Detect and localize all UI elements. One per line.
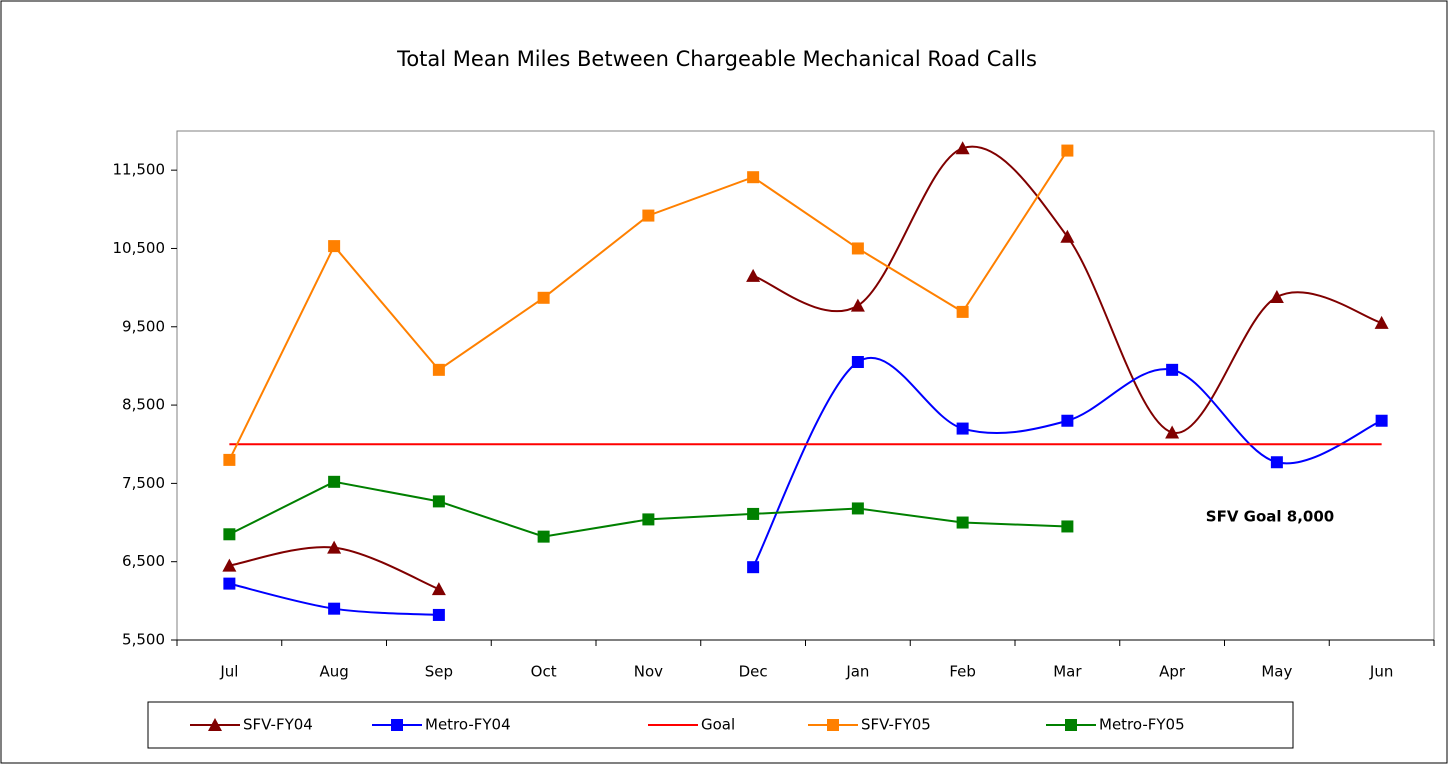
x-tick-label: Sep: [425, 663, 453, 681]
x-tick-label: Dec: [739, 663, 768, 681]
x-tick-label: Mar: [1053, 663, 1082, 681]
legend-label: Goal: [701, 716, 735, 734]
point: [1375, 414, 1388, 427]
point: [223, 528, 236, 541]
point: [1270, 456, 1283, 469]
point: [328, 475, 341, 488]
y-tick-label: 5,500: [122, 631, 165, 649]
x-tick-label: Nov: [634, 663, 663, 681]
point: [642, 209, 655, 222]
y-tick-label: 10,500: [113, 239, 166, 257]
point: [432, 608, 445, 621]
point: [328, 240, 341, 253]
legend-box: [147, 701, 1294, 749]
legend-marker: [1065, 719, 1077, 731]
point: [223, 453, 236, 466]
legend-label: Metro-FY05: [1099, 716, 1185, 734]
point: [432, 363, 445, 376]
point: [851, 502, 864, 515]
point: [1061, 144, 1074, 157]
point: [851, 242, 864, 255]
point: [1374, 315, 1389, 329]
x-tick-label: Jan: [845, 663, 869, 681]
chart-title: Total Mean Miles Between Chargeable Mech…: [396, 47, 1037, 71]
y-tick-label: 6,500: [122, 552, 165, 570]
y-tick-label: 11,500: [113, 161, 166, 179]
x-tick-label: Aug: [319, 663, 348, 681]
point: [956, 422, 969, 435]
point: [642, 513, 655, 526]
x-tick-label: Jul: [219, 663, 238, 681]
legend-marker: [827, 719, 839, 731]
point: [223, 577, 236, 590]
legend-label: SFV-FY04: [243, 716, 313, 734]
point: [537, 291, 550, 304]
point: [955, 141, 970, 155]
point: [222, 558, 237, 572]
point: [432, 495, 445, 508]
point: [1165, 425, 1180, 439]
y-tick-label: 8,500: [122, 396, 165, 414]
point: [1060, 229, 1075, 243]
x-tick-label: Apr: [1159, 663, 1186, 681]
point: [746, 268, 761, 282]
point: [1166, 363, 1179, 376]
point: [537, 530, 550, 543]
point: [956, 305, 969, 318]
y-tick-label: 7,500: [122, 474, 165, 492]
point: [1061, 414, 1074, 427]
point: [851, 356, 864, 369]
point: [747, 507, 760, 520]
legend-marker: [391, 719, 403, 731]
annotation: SFV Goal 8,000: [1206, 508, 1334, 526]
y-tick-label: 9,500: [122, 317, 165, 335]
point: [328, 602, 341, 615]
point: [327, 540, 342, 554]
point: [747, 171, 760, 184]
point: [747, 561, 760, 574]
x-tick-label: May: [1261, 663, 1292, 681]
point: [956, 516, 969, 529]
point: [1269, 290, 1284, 304]
legend-label: SFV-FY05: [861, 716, 931, 734]
point: [1061, 520, 1074, 533]
x-tick-label: Feb: [949, 663, 976, 681]
legend-label: Metro-FY04: [425, 716, 511, 734]
point: [850, 298, 865, 312]
x-tick-label: Oct: [531, 663, 557, 681]
x-tick-label: Jun: [1369, 663, 1393, 681]
legend-marker: [208, 718, 222, 731]
point: [431, 582, 446, 596]
